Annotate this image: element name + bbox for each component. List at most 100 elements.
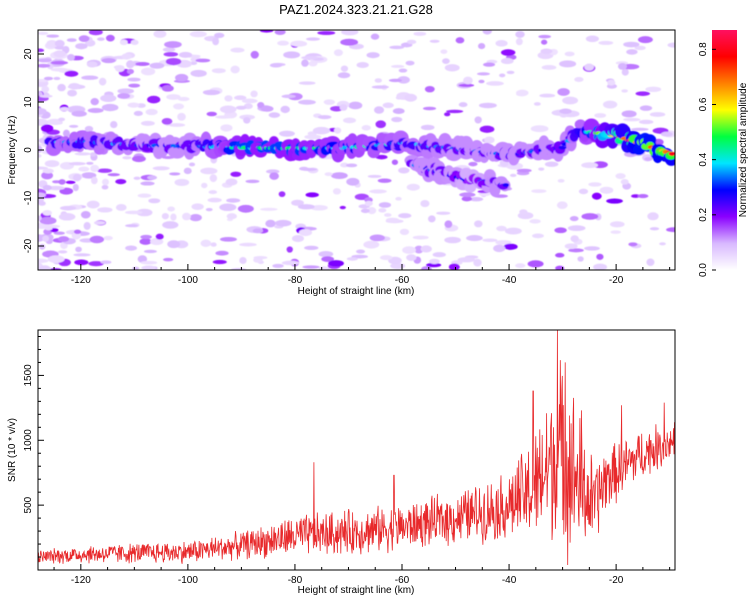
spectrogram-blob [91, 176, 98, 185]
spectrogram-blob [97, 37, 105, 41]
spectrogram-blob [39, 243, 46, 250]
spectrogram-blob [191, 203, 204, 210]
spectrogram-blob [584, 246, 600, 251]
spectrogram-blob [78, 166, 90, 172]
y-tick-label: 10 [23, 96, 34, 108]
spectrogram-blob [280, 105, 290, 114]
spectrogram-blob [375, 154, 388, 160]
spectrogram-blob [58, 117, 66, 122]
spectrogram-blob [388, 78, 403, 83]
x-tick-label: -20 [609, 575, 624, 586]
colorbar-fill [712, 30, 737, 270]
spectrogram-blob [458, 102, 468, 108]
spectrogram-blob [290, 40, 308, 47]
spectrogram-blob [115, 203, 127, 211]
spectrogram-blob [305, 192, 319, 198]
colorbar-tick-label: 0.0 [698, 263, 709, 277]
spectrogram-blob [59, 107, 70, 112]
spectrogram-blob [125, 245, 138, 251]
spectrogram-blob [568, 248, 584, 253]
x-tick-label: -40 [502, 575, 517, 586]
spectrogram-blob [200, 167, 218, 175]
spectrogram-blob [252, 228, 264, 234]
spectrogram-blob [555, 252, 565, 258]
spectrogram-blob [398, 167, 410, 174]
spectrogram-blob [132, 155, 146, 163]
y-tick-label: 1000 [23, 429, 34, 452]
spectrogram-blob [413, 31, 427, 36]
spectrogram-blob [239, 256, 247, 264]
spectrogram-blob [50, 60, 69, 65]
spectrogram-blob [426, 262, 442, 268]
spectrogram-blob [377, 178, 392, 183]
spectrogram-blob [649, 112, 666, 117]
spectrogram-blob [230, 65, 240, 74]
spectrogram-blob [323, 99, 336, 105]
spectrogram-blob [130, 39, 139, 46]
spectrogram-blob [107, 173, 120, 177]
spectrogram-y-axis-label: Frequency (Hz) [7, 116, 18, 185]
spectrogram-blob [235, 105, 247, 110]
spectrogram-blob [384, 213, 392, 217]
spectrogram-blob [97, 207, 113, 213]
spectrogram-blob [174, 178, 190, 186]
spectrogram-blob [444, 236, 461, 244]
spectrogram-blob [119, 39, 128, 46]
spectrogram-blob [41, 171, 54, 180]
spectrogram-blob [100, 94, 117, 102]
spectrogram-blob [54, 39, 65, 48]
spectrogram-blob [182, 212, 191, 221]
spectrogram-blob [260, 105, 274, 112]
spectrogram-blob [136, 208, 153, 217]
spectrogram-blob [391, 159, 399, 165]
spectrogram-blob [468, 161, 478, 167]
spectrogram-blob [42, 235, 50, 242]
spectrogram-blob [278, 130, 295, 137]
spectrogram-blob [620, 179, 629, 185]
spectrogram-blob [391, 116, 403, 123]
spectrogram-blob [177, 112, 186, 121]
spectrogram-blob [474, 116, 482, 124]
x-tick-label: -40 [502, 275, 517, 286]
spectrogram-blob [149, 62, 165, 69]
spectrogram-blob [283, 51, 301, 59]
spectrogram-blob [558, 145, 567, 150]
colorbar-ticks: 0.0 0.2 0.4 0.6 0.8 [698, 42, 716, 277]
spectrogram-blob [599, 186, 614, 194]
spectrogram-blob [135, 62, 150, 67]
spectrogram-blob [80, 210, 91, 219]
spectrogram-blob [53, 76, 61, 81]
spectrogram-blob [479, 125, 495, 133]
spectrogram-blob [559, 108, 572, 114]
spectrogram-blob [224, 95, 233, 102]
spectrogram-blob [41, 85, 50, 93]
spectrogram-blob [57, 83, 66, 92]
spectrogram-blob [667, 42, 675, 48]
spectrogram-blob [466, 235, 483, 242]
spectrogram-blob [101, 57, 116, 64]
spectrogram-blob [230, 171, 242, 177]
spectrogram-blob [250, 90, 258, 98]
spectrogram-blob [38, 48, 45, 53]
spectrogram-blob [649, 227, 660, 231]
spectrogram-blob [339, 205, 346, 210]
spectrogram-blob [62, 129, 70, 138]
spectrogram-y-ticks: -20 -10 0 10 20 [23, 48, 44, 253]
spectrogram-blob [623, 117, 641, 122]
colorbar-tick-label: 0.8 [698, 42, 709, 56]
spectrogram-blob [500, 49, 516, 56]
spectrogram-blob [333, 49, 343, 57]
spectrogram-blob [530, 125, 549, 133]
spectrogram-blob [189, 214, 202, 222]
y-tick-label: 0 [23, 147, 34, 153]
spectrogram-blob [332, 188, 341, 195]
snr-y-axis-label: SNR (10 * v/v) [7, 418, 18, 482]
spectrogram-blob [392, 108, 405, 115]
spectrogram-blob [653, 138, 664, 146]
spectrogram-blob [570, 235, 579, 243]
spectrogram-blob [375, 120, 386, 129]
spectrogram-blob [478, 102, 497, 109]
spectrogram-blob [152, 166, 170, 171]
spectrogram-blob [493, 244, 506, 253]
